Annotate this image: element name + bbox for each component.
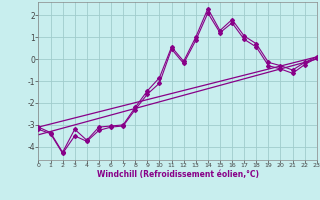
X-axis label: Windchill (Refroidissement éolien,°C): Windchill (Refroidissement éolien,°C) xyxy=(97,170,259,179)
